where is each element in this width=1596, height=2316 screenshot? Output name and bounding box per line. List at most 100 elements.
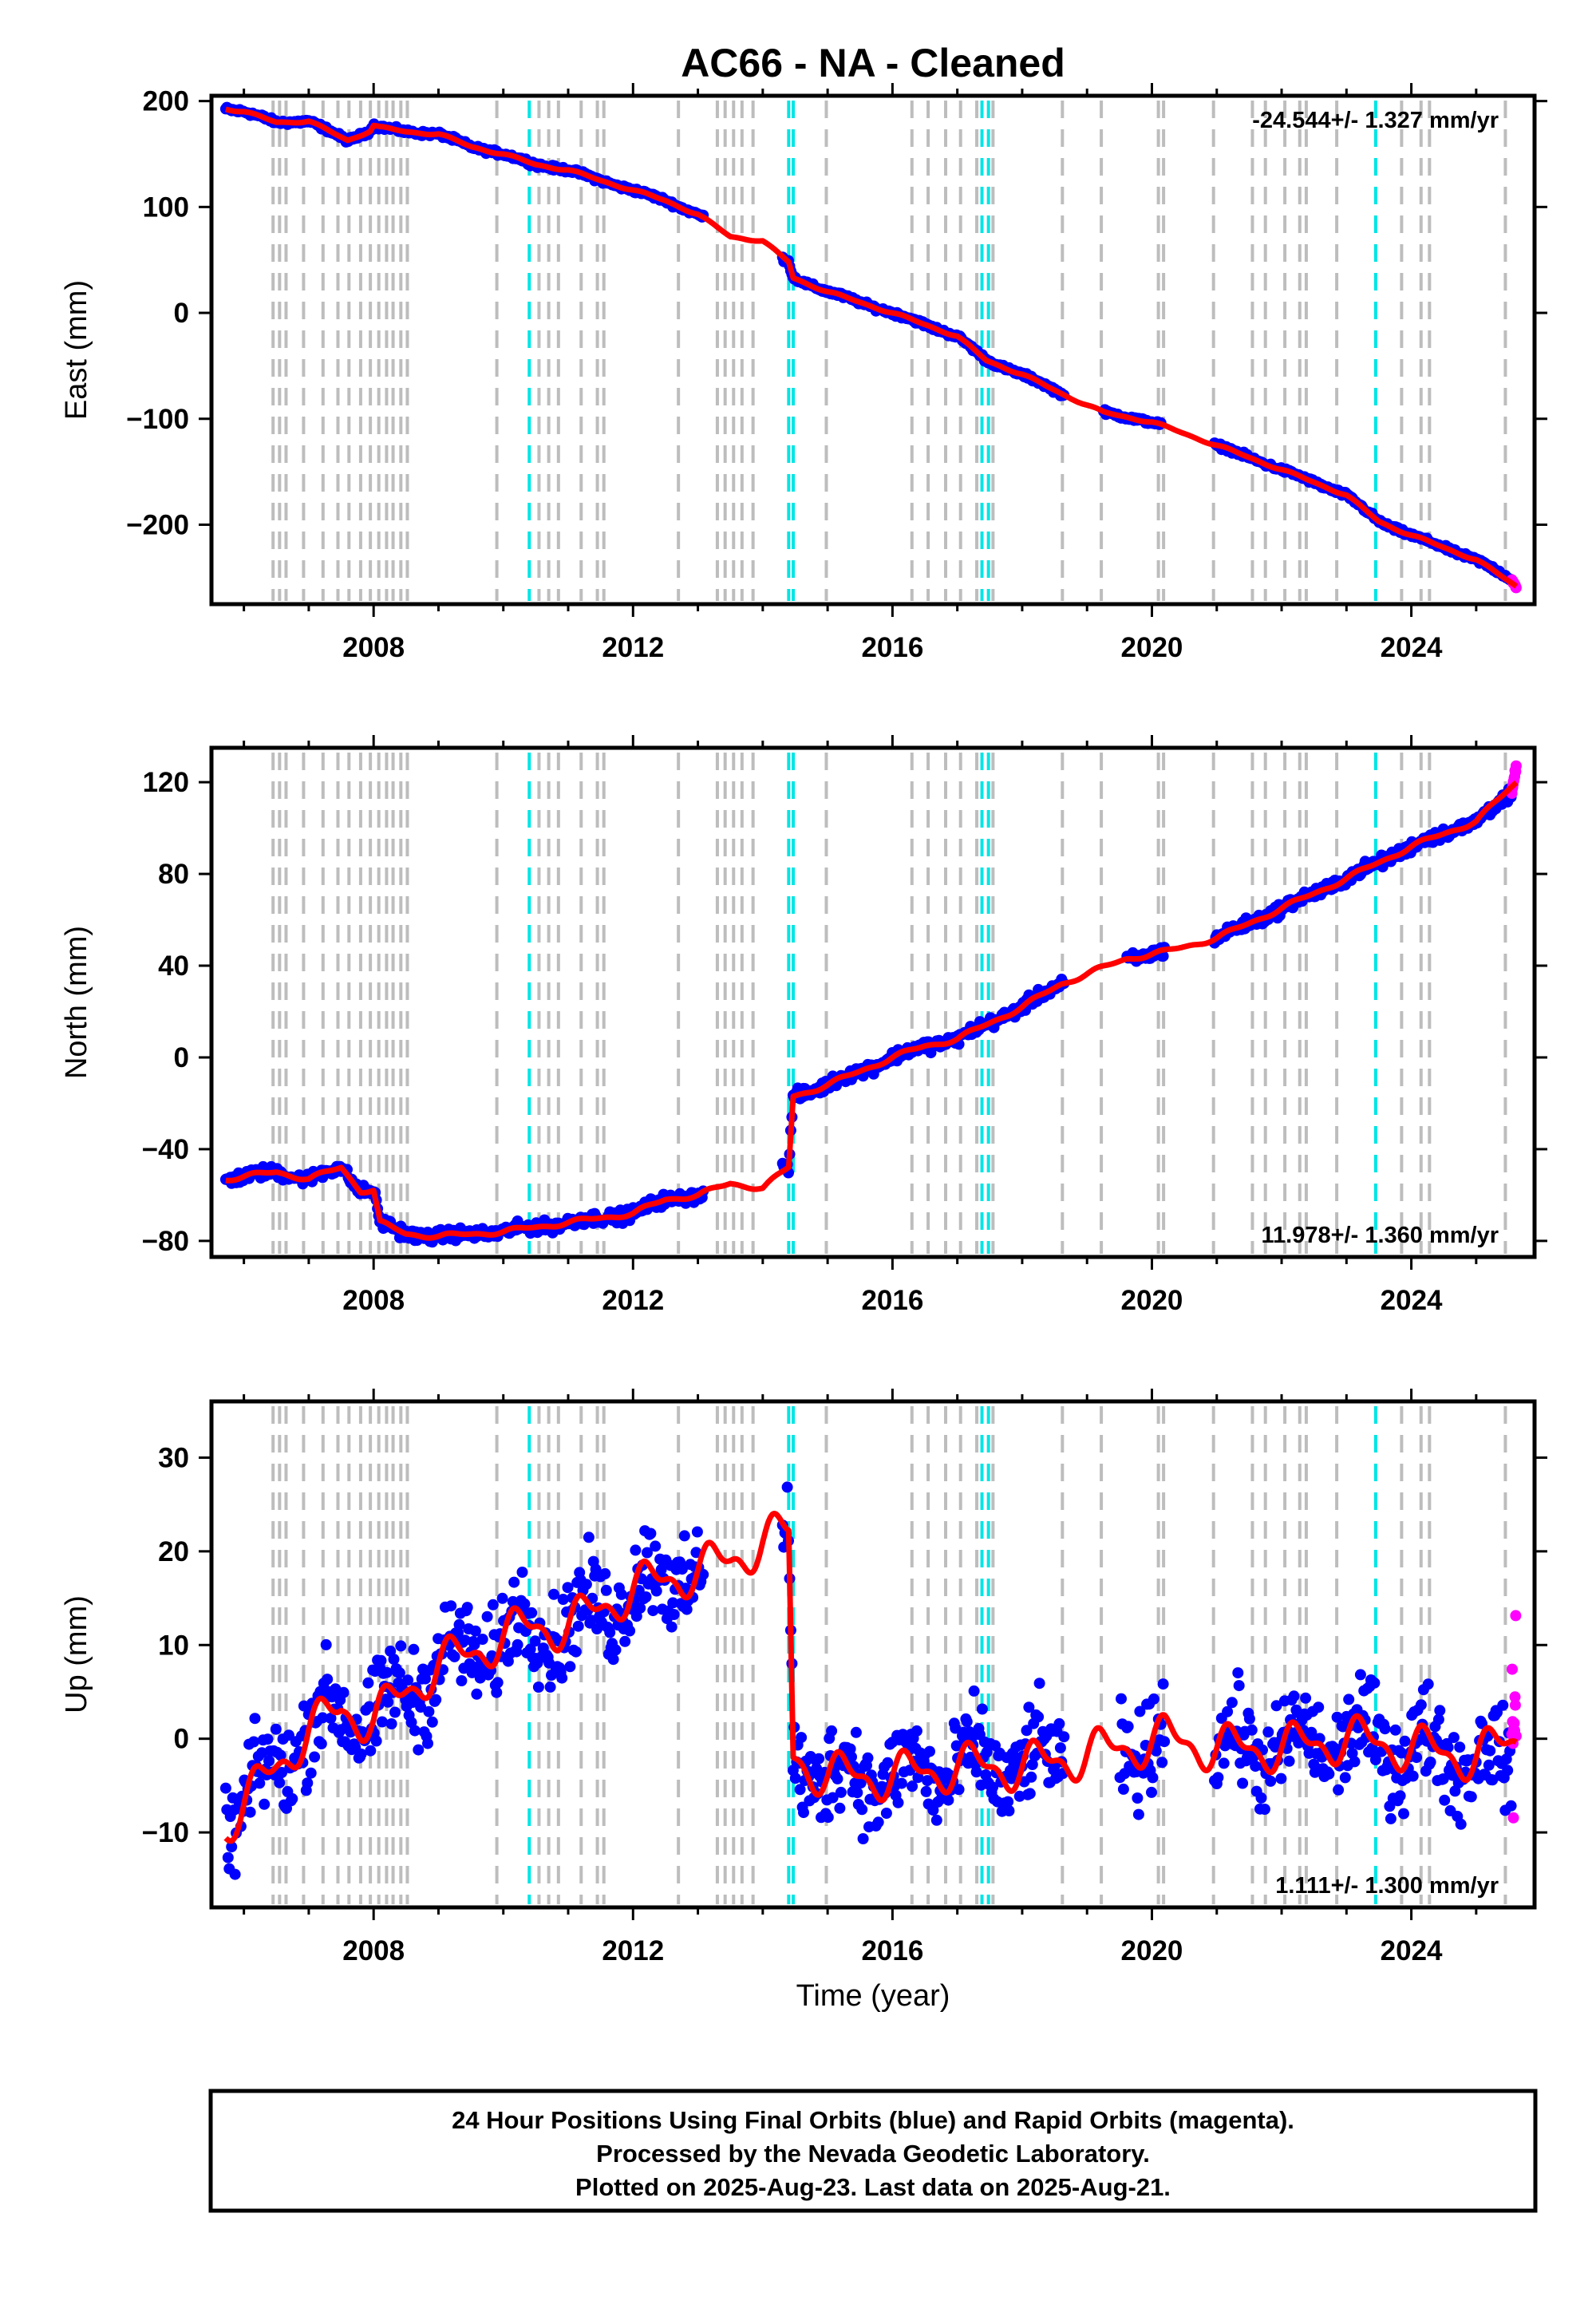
y-tick-label: −80 (142, 1226, 189, 1257)
y-tick-label: 40 (158, 951, 189, 982)
data-point (262, 1733, 274, 1745)
data-point (1389, 1724, 1401, 1736)
y-tick-label: 10 (158, 1630, 189, 1661)
data-point (382, 1696, 394, 1708)
rapid-point (1507, 1663, 1518, 1675)
data-point (362, 1677, 374, 1689)
data-point (1502, 1765, 1514, 1777)
data-point (624, 1625, 636, 1637)
y-tick-label: 0 (174, 298, 189, 329)
data-point (430, 1694, 442, 1705)
data-point (789, 1773, 801, 1784)
y-tick-label: 0 (174, 1042, 189, 1073)
data-point (1116, 1693, 1127, 1705)
data-point (422, 1737, 433, 1749)
data-point (1122, 1721, 1134, 1733)
data-point (1212, 1772, 1224, 1784)
data-point (263, 1755, 275, 1767)
data-point (570, 1646, 582, 1658)
data-point (376, 1716, 388, 1728)
data-point (619, 1635, 631, 1647)
data-point (678, 1530, 690, 1542)
data-point (1415, 1699, 1427, 1711)
data-point (529, 1635, 541, 1647)
data-point (580, 1579, 592, 1591)
data-point (562, 1582, 574, 1594)
data-point (1313, 1701, 1325, 1713)
data-point (1385, 1812, 1396, 1824)
data-point (1339, 1772, 1351, 1784)
data-point (305, 1767, 317, 1779)
data-point (445, 1600, 457, 1612)
data-point (1054, 1742, 1066, 1754)
data-point (1132, 1808, 1144, 1820)
y-tick-label: 20 (158, 1536, 189, 1567)
y-tick-label: 100 (143, 192, 189, 223)
data-point (275, 1749, 286, 1761)
data-point (448, 1650, 460, 1662)
final-orbit-points (219, 1481, 1517, 1880)
data-point (270, 1723, 282, 1735)
data-point (832, 1773, 843, 1784)
plot-frame (209, 745, 1537, 1259)
data-point (1422, 1678, 1434, 1690)
data-point (1407, 1770, 1419, 1782)
y-tick-label: 80 (158, 859, 189, 890)
data-point (798, 1807, 809, 1819)
data-point (1343, 1694, 1355, 1705)
y-axis-label: East (mm) (60, 280, 93, 420)
data-point (607, 1654, 619, 1666)
y-tick-label: −40 (142, 1134, 189, 1165)
data-point (1117, 1783, 1129, 1795)
data-point (1283, 1755, 1295, 1767)
panel-north: 2008 2012 2016 2020 2024 120 80 40 0 −40 −80 North … (60, 735, 1547, 1316)
data-point (1024, 1788, 1036, 1800)
data-point (512, 1638, 523, 1650)
data-point (604, 1626, 616, 1638)
data-point (862, 1752, 874, 1764)
data-point (615, 1588, 627, 1600)
data-point (572, 1620, 584, 1632)
data-point (1148, 1693, 1159, 1705)
panel-up: 2008 2012 2016 2020 2024 30 20 10 0 −10 Up (mm) 1.1… (60, 1389, 1547, 1966)
x-tick-label: 2012 (602, 1285, 664, 1316)
data-point (254, 1777, 266, 1789)
y-tick-label: −10 (142, 1817, 189, 1848)
data-point (556, 1672, 568, 1684)
data-point (826, 1725, 838, 1737)
data-point (222, 1852, 234, 1863)
data-point (1147, 1772, 1159, 1784)
data-point (426, 1716, 438, 1728)
data-point (1275, 1773, 1287, 1784)
data-point (1394, 1790, 1406, 1802)
x-tick-label: 2008 (342, 1935, 405, 1966)
data-point (640, 1591, 652, 1603)
data-point (466, 1666, 478, 1678)
model-line (223, 780, 1519, 1241)
data-point (309, 1751, 321, 1763)
data-point (920, 1785, 932, 1797)
data-point (650, 1540, 662, 1552)
data-point (1439, 1794, 1451, 1806)
x-tick-label: 2016 (861, 632, 923, 663)
data-point (408, 1643, 420, 1655)
data-point (1484, 1745, 1496, 1757)
data-point (850, 1726, 862, 1738)
plot-frame (209, 93, 1537, 607)
data-point (1505, 1800, 1517, 1812)
x-axis-label: Time (year) (796, 1979, 950, 2013)
data-point (526, 1607, 538, 1618)
data-point (796, 1732, 808, 1744)
data-point (813, 1753, 825, 1765)
data-point (338, 1686, 350, 1698)
data-point (1262, 1726, 1274, 1738)
footer-line-3: Plotted on 2025-Aug-23. Last data on 202… (575, 2173, 1171, 2201)
data-point (1497, 1699, 1509, 1711)
data-point (892, 1796, 904, 1808)
data-point (496, 1592, 508, 1604)
x-tick-label: 2024 (1381, 632, 1443, 663)
data-point (532, 1682, 544, 1693)
data-point (464, 1658, 476, 1670)
data-point (415, 1701, 427, 1713)
final-orbit-points (219, 101, 1517, 586)
